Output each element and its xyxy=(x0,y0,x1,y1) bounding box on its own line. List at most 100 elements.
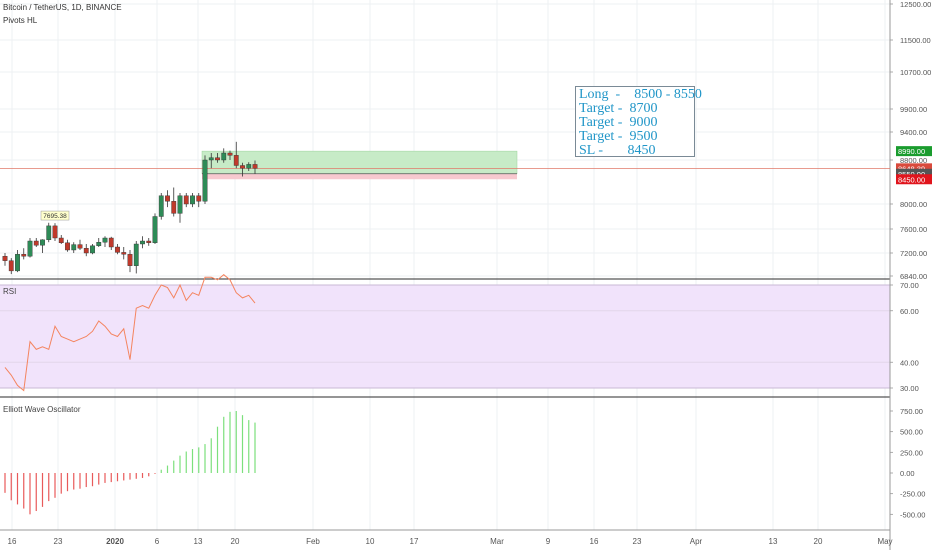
candle-body xyxy=(8,260,14,272)
price-badge xyxy=(896,174,932,185)
candle xyxy=(140,236,145,249)
candle xyxy=(252,160,258,174)
price-badge xyxy=(896,168,932,179)
candle xyxy=(177,193,183,223)
price-tick-label: 9900.00 xyxy=(900,105,927,114)
price-badge-label: 8990.00 xyxy=(898,147,925,156)
rsi-tick-label: 40.00 xyxy=(900,358,919,367)
ewo-tick-label: 500.00 xyxy=(900,428,923,437)
price-badge xyxy=(896,146,932,157)
candle-body xyxy=(15,254,20,272)
x-tick-label: 16 xyxy=(590,537,599,546)
note-line: Long - 8500 - 8550 xyxy=(579,87,702,102)
price-tick-label: 6840.00 xyxy=(900,272,927,281)
candle-body xyxy=(65,242,70,251)
symbol-title[interactable]: Bitcoin / TetherUS, 1D, BINANCE xyxy=(3,3,122,12)
candle xyxy=(158,193,164,220)
candle-body xyxy=(146,240,152,243)
candle xyxy=(102,236,108,247)
target-zone xyxy=(201,150,518,174)
candle xyxy=(90,244,95,255)
candle xyxy=(133,241,139,274)
candle-body xyxy=(183,195,189,205)
x-tick-label: 17 xyxy=(410,537,419,546)
candle xyxy=(208,153,214,169)
candle xyxy=(183,193,189,208)
candle xyxy=(33,238,39,247)
trade-note-box[interactable]: Long - 8500 - 8550 Target - 8700 Target - … xyxy=(575,86,702,158)
candle xyxy=(146,238,152,246)
candle xyxy=(165,190,170,208)
candle-body xyxy=(202,159,208,202)
price-tick-label: 8800.00 xyxy=(900,156,927,165)
candle xyxy=(233,141,239,169)
candle xyxy=(240,162,245,177)
indicator-label[interactable]: Pivots HL xyxy=(3,16,38,25)
price-tick-label: 9400.00 xyxy=(900,128,927,137)
candle-body xyxy=(83,247,89,254)
rsi-tick-label: 60.00 xyxy=(900,307,919,316)
candle-body xyxy=(77,244,83,249)
x-tick-label: May xyxy=(877,537,892,546)
ewo-tick-label: -500.00 xyxy=(900,510,925,519)
candle xyxy=(115,244,120,255)
price-tick-label: 10700.00 xyxy=(900,68,931,77)
candle xyxy=(2,253,8,266)
price-tick-label: 11500.00 xyxy=(900,36,931,45)
rsi-pane-label[interactable]: RSI xyxy=(3,287,17,296)
x-tick-label: 23 xyxy=(633,537,642,546)
candle xyxy=(215,153,220,163)
candle xyxy=(96,238,102,247)
candlestick-series: 7695.38 xyxy=(2,141,258,275)
pivot-label-box xyxy=(40,210,70,221)
candle xyxy=(27,238,33,258)
candle-body xyxy=(158,195,164,217)
x-tick-label: 9 xyxy=(546,537,551,546)
candle-body xyxy=(115,246,120,253)
candle xyxy=(108,236,114,250)
candle xyxy=(171,187,177,217)
candle-body xyxy=(102,237,108,243)
x-tick-label: 13 xyxy=(194,537,203,546)
x-tick-label: 23 xyxy=(54,537,63,546)
candle-body xyxy=(196,195,202,202)
candle xyxy=(52,223,58,241)
note-line: Target - 9500 xyxy=(579,129,658,144)
candle-body xyxy=(140,240,145,245)
rsi-series xyxy=(4,274,256,392)
stop-zone xyxy=(202,173,517,180)
candle xyxy=(65,239,70,252)
x-tick-label: 2020 xyxy=(106,537,124,546)
candle xyxy=(58,235,64,244)
candle xyxy=(40,239,45,253)
trade-zones xyxy=(0,150,890,180)
note-line: Target - 9000 xyxy=(579,115,658,130)
pivot-label: 7695.38 xyxy=(43,213,67,220)
x-tick-label: Apr xyxy=(690,537,703,546)
candle xyxy=(190,193,195,208)
ewo-series xyxy=(4,411,256,515)
candle-body xyxy=(40,239,45,246)
x-tick-label: 20 xyxy=(231,537,240,546)
note-line: SL - 8450 xyxy=(579,143,656,158)
candle-body xyxy=(240,165,245,169)
ewo-pane-label[interactable]: Elliott Wave Oscillator xyxy=(3,405,81,414)
price-tick-label: 8000.00 xyxy=(900,200,927,209)
candle xyxy=(202,155,208,204)
candle xyxy=(221,148,227,163)
rsi-band xyxy=(0,285,890,388)
candle-body xyxy=(190,195,195,205)
candle-body xyxy=(152,216,158,243)
candle xyxy=(127,250,133,273)
candle-body xyxy=(246,164,252,169)
price-tick-label: 7200.00 xyxy=(900,249,927,258)
candle-body xyxy=(252,164,258,169)
price-badge xyxy=(896,163,932,174)
candle-body xyxy=(233,155,239,166)
candle-body xyxy=(177,195,183,214)
candle xyxy=(152,213,158,244)
candle-body xyxy=(90,245,95,254)
candle-body xyxy=(208,157,214,161)
candle-body xyxy=(215,157,220,161)
